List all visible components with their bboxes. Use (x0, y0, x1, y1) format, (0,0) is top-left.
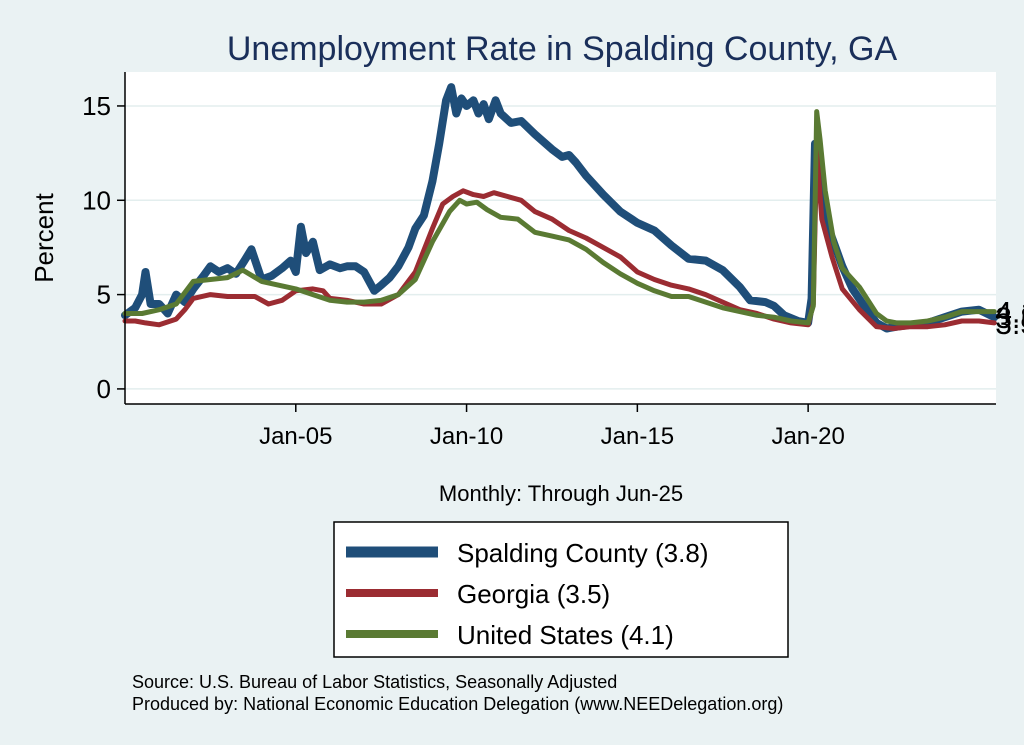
y-tick-label: 5 (97, 280, 111, 310)
gridlines (125, 105, 996, 390)
x-tick-label: Jan-15 (601, 423, 674, 450)
y-axis-label: Percent (29, 192, 59, 282)
chart-title: Unemployment Rate in Spalding County, GA (227, 30, 898, 68)
producer-line: Produced by: National Economic Education… (132, 694, 783, 714)
x-ticks: Jan-05 Jan-10 Jan-15 Jan-20 (259, 404, 845, 450)
end-label-spalding-county: 3.8 (995, 302, 1024, 335)
y-ticks: 0 5 10 15 (82, 91, 125, 404)
legend-items: Spalding County (3.8) Georgia (3.5) United… (346, 538, 708, 650)
x-tick-label: Jan-20 (771, 423, 844, 450)
legend-label: United States (4.1) (457, 620, 674, 650)
legend-label: Spalding County (3.8) (457, 538, 708, 568)
x-tick-label: Jan-10 (430, 423, 503, 450)
series-line-united-states (122, 109, 997, 326)
x-axis-label: Monthly: Through Jun-25 (439, 481, 683, 506)
y-tick-label: 15 (82, 91, 111, 121)
source-line: Source: U.S. Bureau of Labor Statistics,… (132, 672, 617, 692)
y-tick-label: 10 (82, 185, 111, 215)
x-tick-label: Jan-05 (259, 423, 332, 450)
series-line-georgia (122, 148, 997, 331)
end-label-united-states: 4.1 (995, 297, 1024, 330)
series-lines (121, 83, 999, 333)
end-label-georgia: 3.5 (995, 308, 1024, 341)
end-labels: 3.83.54.1 (995, 297, 1024, 341)
y-tick-label: 0 (97, 374, 111, 404)
legend-label: Georgia (3.5) (457, 579, 610, 609)
